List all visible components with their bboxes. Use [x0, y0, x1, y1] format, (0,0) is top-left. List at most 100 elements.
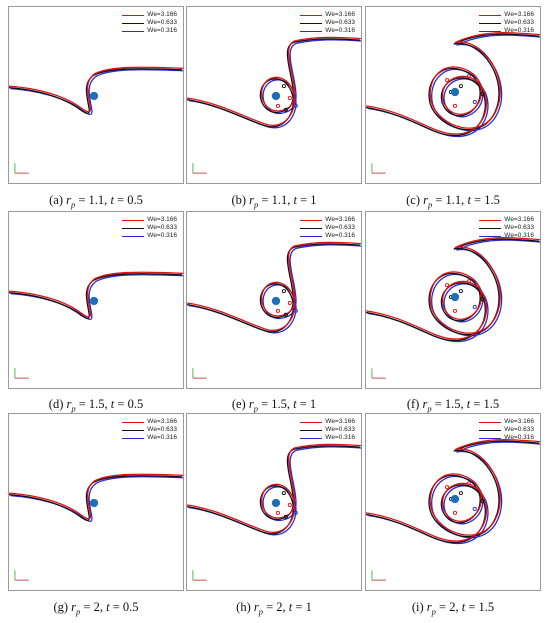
interface-curve: [188, 446, 361, 536]
interface-curve: [9, 66, 183, 113]
legend-entry: We=3.166: [122, 216, 177, 224]
legend-label: We=0.316: [504, 232, 534, 239]
interface-curve: [187, 36, 361, 126]
legend-swatch: [122, 30, 145, 32]
legend-swatch: [122, 219, 145, 221]
legend-label: We=0.316: [147, 434, 177, 441]
legend-swatch: [479, 429, 502, 431]
legend-label: We=0.316: [325, 27, 355, 34]
interface-curve: [187, 445, 360, 535]
subplot-caption: (h) rp = 2, t = 1: [236, 600, 312, 617]
interface-curve: [187, 38, 360, 128]
legend-label: We=0.316: [504, 27, 534, 34]
subplot-f: We=3.166 We=0.633 We=0.316: [365, 211, 541, 389]
legend-swatch: [479, 235, 502, 237]
legend-entry: We=0.316: [300, 27, 355, 35]
interface-curve: [366, 238, 539, 342]
legend-label: We=0.633: [504, 224, 534, 231]
interface-plot: [366, 438, 540, 581]
legend-swatch: [122, 22, 145, 24]
interface-curve: [187, 443, 361, 533]
droplet-marker: [472, 99, 477, 104]
interface-plot: [9, 271, 183, 379]
legend-entry: We=0.633: [122, 19, 177, 27]
interface-curve: [366, 236, 540, 340]
droplet-marker: [472, 304, 477, 309]
droplet-marker: [480, 296, 485, 302]
interface-plot: [187, 36, 361, 174]
legend-label: We=3.166: [325, 418, 355, 425]
interface-plot: [9, 473, 183, 581]
legend-label: We=0.633: [147, 426, 177, 433]
legend-label: We=3.166: [325, 11, 355, 18]
interface-curve: [188, 244, 361, 334]
particle-marker: [450, 494, 460, 504]
droplet-marker: [441, 304, 446, 309]
particle-marker: [271, 296, 281, 306]
droplet-marker: [458, 84, 463, 89]
droplet-marker: [293, 510, 298, 515]
legend-entry: We=0.316: [300, 232, 355, 240]
droplet-marker: [452, 510, 458, 515]
legend-swatch: [479, 437, 502, 439]
droplet-marker: [287, 502, 292, 507]
interface-curve: [367, 239, 540, 343]
legend-entry: We=0.633: [122, 224, 177, 232]
particle-marker: [89, 91, 99, 101]
droplet-marker: [283, 312, 288, 317]
interface-curve: [9, 68, 182, 114]
subplot-e: We=3.166 We=0.633 We=0.316: [186, 211, 362, 389]
legend-swatch: [479, 22, 502, 24]
subplot-caption: (f) rp = 1.5, t = 1.5: [406, 397, 500, 414]
droplet-marker: [281, 491, 286, 496]
interface-curve: [367, 34, 540, 138]
legend: We=3.166 We=0.633 We=0.316: [479, 11, 534, 35]
legend-label: We=3.166: [504, 216, 534, 223]
subplot-d: We=3.166 We=0.633 We=0.316: [8, 211, 184, 389]
interface-curve: [187, 243, 360, 333]
subplot-caption: (i) rp = 2, t = 1.5: [411, 600, 495, 617]
legend-swatch: [479, 227, 502, 229]
interface-curve: [9, 473, 183, 520]
legend-entry: We=0.316: [479, 232, 534, 240]
legend-swatch: [300, 235, 323, 237]
interface-curve: [9, 475, 182, 521]
legend: We=3.166 We=0.633 We=0.316: [122, 418, 177, 442]
droplet-marker: [293, 103, 298, 108]
subplot-caption: (a) rp = 1.1, t = 0.5: [49, 193, 143, 210]
legend-swatch: [300, 437, 323, 439]
interface-curve: [366, 438, 540, 542]
legend-entry: We=0.633: [300, 19, 355, 27]
legend-label: We=3.166: [147, 418, 177, 425]
legend-swatch: [122, 429, 145, 431]
particle-marker: [89, 296, 99, 306]
droplet-marker: [275, 103, 280, 108]
legend-entry: We=0.633: [479, 426, 534, 434]
droplet-marker: [480, 91, 485, 97]
legend: We=3.166 We=0.633 We=0.316: [122, 11, 177, 35]
subplot-caption: (d) rp = 1.5, t = 0.5: [48, 397, 144, 414]
droplet-marker: [281, 289, 286, 294]
interface-plot: [366, 31, 540, 174]
interface-curve: [366, 440, 539, 544]
legend: We=3.166 We=0.633 We=0.316: [479, 216, 534, 240]
legend-entry: We=3.166: [300, 418, 355, 426]
legend-entry: We=0.316: [122, 434, 177, 442]
legend-entry: We=3.166: [479, 216, 534, 224]
legend-label: We=0.633: [325, 224, 355, 231]
legend-entry: We=0.316: [479, 434, 534, 442]
legend-swatch: [300, 227, 323, 229]
legend-label: We=0.316: [325, 434, 355, 441]
droplet-marker: [466, 481, 471, 486]
legend: We=3.166 We=0.633 We=0.316: [300, 11, 355, 35]
legend-entry: We=0.633: [479, 224, 534, 232]
droplet-marker: [445, 283, 450, 288]
legend-label: We=0.633: [325, 426, 355, 433]
legend: We=3.166 We=0.633 We=0.316: [300, 216, 355, 240]
subplot-c: We=3.166 We=0.633 We=0.316: [365, 6, 541, 184]
legend-label: We=0.316: [504, 434, 534, 441]
legend-entry: We=3.166: [300, 11, 355, 19]
subplot-caption: (b) rp = 1.1, t = 1: [231, 193, 317, 210]
particle-marker: [271, 498, 281, 508]
legend-entry: We=0.633: [300, 426, 355, 434]
